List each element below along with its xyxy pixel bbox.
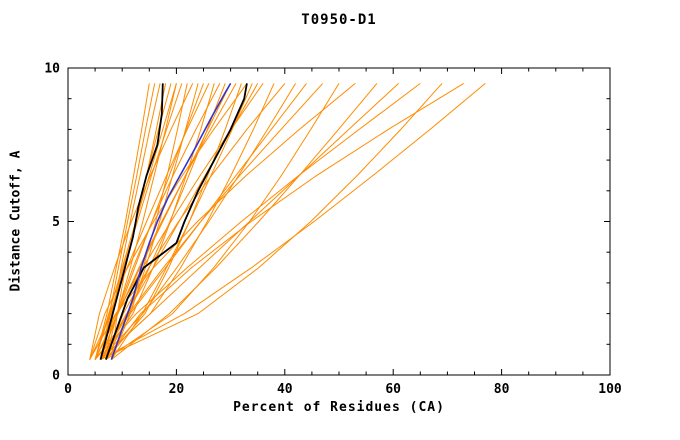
y-tick-label: 10 — [44, 62, 60, 77]
model-curve — [100, 83, 399, 360]
axis-ticks — [67, 67, 611, 376]
model-curve — [100, 83, 443, 361]
x-tick-label: 40 — [277, 382, 293, 397]
x-tick-label: 100 — [598, 382, 622, 397]
model-curve — [100, 83, 237, 360]
model-curve — [105, 83, 221, 360]
x-tick-labels: 0 20 40 60 80 100 — [64, 382, 622, 397]
y-tick-label: 5 — [52, 215, 60, 230]
model-curve — [100, 83, 183, 360]
model-curve — [100, 83, 486, 361]
y-tick-labels: 0 5 10 — [44, 62, 60, 384]
model-curve — [100, 83, 297, 360]
model-curve — [94, 83, 150, 360]
highlight-curves-black — [99, 83, 248, 360]
x-tick-label: 20 — [169, 382, 185, 397]
highlight-curve-black — [105, 83, 248, 360]
model-curve — [100, 83, 324, 360]
model-curve — [111, 83, 378, 360]
x-tick-label: 80 — [494, 382, 510, 397]
model-curve — [105, 83, 286, 360]
x-tick-label: 60 — [385, 382, 401, 397]
model-curve — [89, 83, 248, 360]
model-curve — [94, 83, 421, 360]
highlight-curve-blue — [110, 82, 232, 360]
x-tick-label: 0 — [64, 382, 72, 397]
highlight-curve-black — [99, 83, 164, 360]
model-curve — [105, 82, 464, 360]
x-axis-label: Percent of Residues (CA) — [233, 400, 445, 415]
model-curve — [94, 83, 210, 360]
chart-title: T0950-D1 — [301, 12, 377, 28]
model-curves — [89, 82, 486, 361]
model-curve — [89, 83, 356, 360]
y-tick-label: 0 — [52, 369, 60, 384]
model-curve — [89, 83, 194, 360]
